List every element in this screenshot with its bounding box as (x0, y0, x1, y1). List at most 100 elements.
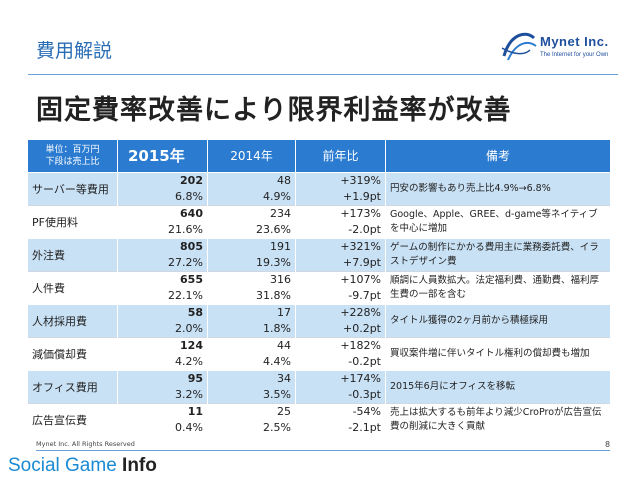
yoy-percent: +321% (295, 237, 386, 255)
table-row: 減価償却費 124 44 +182% 買収案件増に伴いタイトル権利の償却費も増加 (27, 336, 611, 370)
ratio-2014: 1.8% (207, 320, 296, 337)
yoy-percent: +174% (295, 369, 386, 387)
table-row: 3.2% 3.5% -0.3pt (28, 386, 611, 403)
col-2014-header: 2014年 (207, 140, 296, 172)
row-label: オフィス費用 (27, 369, 118, 403)
ratio-2015: 4.2% (117, 353, 208, 370)
ratio-2014: 23.6% (207, 221, 296, 238)
row-group-depreciation: 減価償却費 124 44 +182% 買収案件増に伴いタイトル権利の償却費も増加… (27, 336, 611, 370)
ratio-2014: 3.5% (207, 386, 296, 403)
ratio-2015: 2.0% (117, 320, 208, 337)
ratio-2015: 22.1% (117, 287, 208, 304)
value-2015: 58 (117, 303, 208, 321)
table-row: 22.1% 31.8% -9.7pt (28, 287, 611, 304)
yoy-percent: +182% (295, 336, 386, 354)
yoy-pt: +0.2pt (295, 320, 386, 337)
yoy-percent: -54% (295, 402, 386, 420)
yoy-pt: -9.7pt (295, 287, 386, 304)
yoy-percent: +319% (295, 171, 386, 189)
value-2015: 124 (117, 336, 208, 354)
row-group-advertising: 広告宣伝費 11 25 -54% 売上は拡大するも前年より減少CroProが広告… (27, 402, 611, 436)
table-row: 0.4% 2.5% -2.1pt (28, 419, 611, 436)
unit-header: 単位：百万円 下段は売上比 (27, 140, 118, 172)
value-2014: 44 (207, 336, 296, 354)
col-yoy-header: 前年比 (295, 140, 386, 172)
logo-swirl-icon (501, 32, 537, 61)
unit-label-line1: 単位：百万円 (45, 144, 100, 155)
row-label: 人件費 (27, 270, 118, 304)
table-row: 27.2% 19.3% +7.9pt (28, 254, 611, 271)
table-row: オフィス費用 95 34 +174% 2015年6月にオフィスを移転 (27, 369, 611, 403)
ratio-2014: 31.8% (207, 287, 296, 304)
ratio-2014: 4.9% (207, 188, 296, 205)
yoy-pt: +7.9pt (295, 254, 386, 271)
row-note: 円安の影響もあり売上比4.9%→6.8% (385, 171, 611, 205)
section-title: 費用解説 (36, 40, 113, 62)
table-row: 2.0% 1.8% +0.2pt (28, 320, 611, 337)
page-number: 8 (605, 440, 611, 449)
row-group-pf: PF使用料 640 234 +173% Google、Apple、GREE、d-… (27, 204, 611, 238)
company-logo: Mynet Inc. The Internet for your Own (500, 28, 624, 68)
yoy-percent: +228% (295, 303, 386, 321)
table-row: 人材採用費 58 17 +228% タイトル獲得の2ヶ月前から積極採用 (27, 303, 611, 337)
table-row: PF使用料 640 234 +173% Google、Apple、GREE、d-… (27, 204, 611, 238)
value-2014: 34 (207, 369, 296, 387)
expense-table: 単位：百万円 下段は売上比 2015年 2014年 前年比 備考 サーバー等費用… (27, 140, 611, 436)
ratio-2014: 4.4% (207, 353, 296, 370)
row-label: 減価償却費 (27, 336, 118, 370)
page-title: 固定費率改善により限界利益率が改善 (36, 95, 512, 126)
watermark-part1: Social Game (8, 455, 123, 476)
value-2015: 95 (117, 369, 208, 387)
site-watermark: Social Game Info (8, 455, 157, 477)
table-row: 4.2% 4.4% -0.2pt (28, 353, 611, 370)
col-2015-header: 2015年 (117, 140, 208, 172)
value-2014: 191 (207, 237, 296, 255)
col-note-header: 備考 (385, 140, 611, 172)
value-2014: 25 (207, 402, 296, 420)
value-2014: 17 (207, 303, 296, 321)
row-note: Google、Apple、GREE、d-game等ネイティブを中心に増加 (385, 204, 611, 238)
row-label: 人材採用費 (27, 303, 118, 337)
ratio-2015: 27.2% (117, 254, 208, 271)
yoy-pt: -0.2pt (295, 353, 386, 370)
row-label: サーバー等費用 (27, 171, 118, 205)
yoy-pt: -0.3pt (295, 386, 386, 403)
row-group-office: オフィス費用 95 34 +174% 2015年6月にオフィスを移転 3.2% … (27, 369, 611, 403)
footer-divider (36, 450, 610, 451)
value-2015: 640 (117, 204, 208, 222)
ratio-2015: 6.8% (117, 188, 208, 205)
value-2015: 805 (117, 237, 208, 255)
row-note: 順調に人員数拡大。法定福利費、通勤費、福利厚生費の一部を含む (385, 270, 611, 304)
row-group-recruiting: 人材採用費 58 17 +228% タイトル獲得の2ヶ月前から積極採用 2.0%… (27, 303, 611, 337)
logo-name: Mynet Inc. (540, 34, 609, 49)
yoy-pt: -2.0pt (295, 221, 386, 238)
value-2014: 48 (207, 171, 296, 189)
value-2014: 234 (207, 204, 296, 222)
table-row: 広告宣伝費 11 25 -54% 売上は拡大するも前年より減少CroProが広告… (27, 402, 611, 436)
row-label: PF使用料 (27, 204, 118, 238)
yoy-percent: +107% (295, 270, 386, 288)
ratio-2014: 2.5% (207, 419, 296, 436)
row-note: 2015年6月にオフィスを移転 (385, 369, 611, 403)
value-2015: 11 (117, 402, 208, 420)
row-note: 買収案件増に伴いタイトル権利の償却費も増加 (385, 336, 611, 370)
row-note: ゲームの制作にかかる費用主に業務委託費、イラストデザイン費 (385, 237, 611, 271)
yoy-pt: +1.9pt (295, 188, 386, 205)
row-group-outsourcing: 外注費 805 191 +321% ゲームの制作にかかる費用主に業務委託費、イラ… (27, 237, 611, 271)
ratio-2015: 3.2% (117, 386, 208, 403)
footer-copyright: Mynet Inc. All Rights Reserved (36, 440, 135, 448)
value-2015: 202 (117, 171, 208, 189)
row-group-server: サーバー等費用 202 48 +319% 円安の影響もあり売上比4.9%→6.8… (27, 171, 611, 205)
ratio-2015: 0.4% (117, 419, 208, 436)
row-note: 売上は拡大するも前年より減少CroProが広告宣伝費の削減に大きく貢献 (385, 402, 611, 436)
row-label: 広告宣伝費 (27, 402, 118, 436)
watermark-part2: Info (122, 455, 157, 476)
yoy-pt: -2.1pt (295, 419, 386, 436)
row-group-personnel: 人件費 655 316 +107% 順調に人員数拡大。法定福利費、通勤費、福利厚… (27, 270, 611, 304)
logo-tagline: The Internet for your Own (540, 52, 609, 58)
value-2015: 655 (117, 270, 208, 288)
table-header-row: 単位：百万円 下段は売上比 2015年 2014年 前年比 備考 (27, 140, 611, 172)
table-row: 21.6% 23.6% -2.0pt (28, 221, 611, 238)
value-2014: 316 (207, 270, 296, 288)
table-row: 人件費 655 316 +107% 順調に人員数拡大。法定福利費、通勤費、福利厚… (27, 270, 611, 304)
